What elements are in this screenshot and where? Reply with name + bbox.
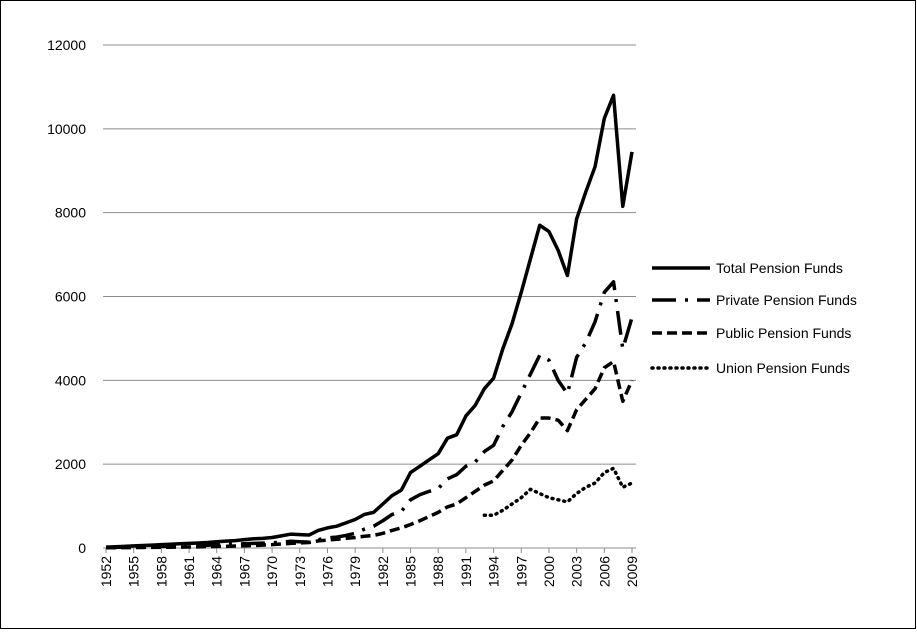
line-series [105, 93, 634, 549]
line-series [482, 466, 634, 518]
y-tick-label: 0 [78, 540, 86, 556]
x-tick-label: 2006 [596, 556, 612, 587]
x-tick-label: 1979 [347, 556, 363, 587]
x-tick-label: 1955 [126, 556, 142, 587]
x-tick-label: 1988 [430, 556, 446, 587]
x-tick-label: 1994 [486, 556, 502, 587]
y-tick-label: 6000 [55, 289, 86, 305]
legend-label: Union Pension Funds [716, 360, 850, 376]
x-tick-label: 1964 [209, 556, 225, 587]
x-tick-label: 1958 [153, 556, 169, 587]
x-tick-label: 1970 [264, 556, 280, 587]
x-tick-label: 1985 [403, 556, 419, 587]
y-tick-label: 4000 [55, 372, 86, 388]
x-tick-label: 2009 [624, 556, 640, 587]
y-tick-label: 2000 [55, 456, 86, 472]
x-tick-label: 1997 [513, 556, 529, 587]
x-tick-label: 1976 [319, 556, 335, 587]
x-tick-label: 1982 [375, 556, 391, 587]
y-tick-label: 10000 [47, 121, 86, 137]
y-tick-label: 8000 [55, 205, 86, 221]
x-tick-label: 1973 [292, 556, 308, 587]
x-tick-label: 2003 [569, 556, 585, 587]
x-tick-label: 1991 [458, 556, 474, 587]
y-tick-label: 12000 [47, 37, 86, 53]
legend-label: Public Pension Funds [716, 325, 851, 341]
x-tick-label: 1961 [181, 556, 197, 587]
x-tick-label: 2000 [541, 556, 557, 587]
line-series [105, 359, 634, 550]
x-tick-label: 1952 [98, 556, 114, 587]
legend-label: Private Pension Funds [716, 292, 857, 308]
legend-label: Total Pension Funds [716, 260, 843, 276]
x-tick-label: 1967 [236, 556, 252, 587]
